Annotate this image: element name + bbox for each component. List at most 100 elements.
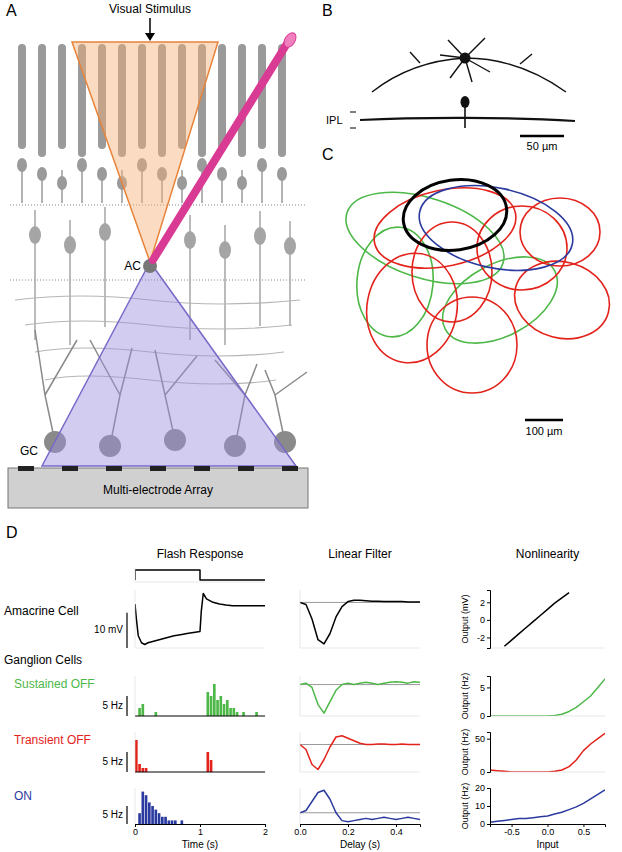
bar [174, 820, 177, 824]
grid-line [300, 812, 420, 813]
photoreceptor [18, 44, 26, 149]
bar [242, 824, 245, 825]
plot-area [135, 740, 212, 772]
bar [229, 824, 232, 825]
tick: 0.5 [578, 824, 591, 837]
axis-line [300, 732, 301, 772]
chart: 5 Hz [102, 676, 265, 716]
array-pad [62, 466, 78, 471]
tick-mark [487, 824, 490, 825]
label: GC [20, 444, 38, 458]
scale-bar [520, 135, 564, 138]
bar [203, 824, 206, 825]
tick: 0 [480, 767, 490, 777]
chart: 0 50 Output (Hz) [460, 729, 605, 778]
photoreceptor-axon [21, 170, 23, 203]
bar [213, 824, 216, 825]
bar [138, 813, 141, 824]
tick-label: 2 [263, 827, 268, 837]
array-pad [106, 466, 122, 471]
bar [239, 824, 242, 825]
plot-area [135, 570, 265, 580]
axis-title: Output (Hz) [460, 673, 470, 720]
photoreceptor-soma [17, 158, 27, 172]
bar [155, 810, 158, 824]
bar [190, 824, 193, 825]
scale-bar [126, 696, 127, 716]
bar [135, 740, 138, 772]
receptive-field [399, 173, 512, 257]
bar [242, 712, 245, 716]
bar [151, 806, 154, 824]
data-line [300, 790, 420, 822]
axis-title: Input [536, 839, 558, 850]
photoreceptor [38, 44, 46, 157]
tick-label: 50 [475, 734, 485, 744]
tick: 2 [263, 824, 268, 837]
bar [259, 824, 262, 825]
photoreceptor-axon [61, 170, 63, 203]
y-axis: 0 50 [475, 733, 491, 778]
row-label: Amacrine Cell [4, 604, 79, 618]
y-axis: 05 [480, 677, 491, 722]
axis-line [135, 582, 265, 583]
tick-label: 2 [480, 598, 485, 608]
soma [460, 53, 471, 64]
row-label: ON [14, 789, 32, 803]
bar [210, 824, 213, 825]
x-axis: 0.00.20.4 [294, 824, 420, 837]
scale-bar [525, 419, 563, 422]
bar [161, 817, 164, 824]
stimulus-arrowhead [145, 33, 155, 41]
panel-letter: D [6, 524, 18, 541]
photoreceptor-soma [77, 158, 87, 172]
photoreceptor [238, 44, 246, 157]
panel-letter: C [322, 146, 334, 163]
tick-mark [487, 788, 490, 789]
chart: 5 Hz [102, 732, 265, 772]
electrode-array [8, 468, 308, 508]
scale-bar [126, 613, 127, 648]
plot-area [490, 790, 605, 822]
bar [233, 708, 236, 716]
axis-line [300, 590, 301, 648]
tick: 0.0 [294, 824, 307, 837]
tick-label: 10 [475, 801, 485, 811]
bar [255, 824, 258, 825]
tick-label: 0.0 [542, 827, 555, 837]
tick-mark [487, 602, 490, 603]
photoreceptor-axon [241, 170, 243, 203]
group-label: Ganglion Cells [4, 653, 82, 667]
scale-label: 100 µm [526, 425, 563, 437]
x-axis: -0.50.00.5 [491, 824, 606, 837]
chart [300, 590, 420, 648]
label: Visual Stimulus [109, 2, 191, 16]
tick-label: 0 [480, 711, 485, 721]
electrode [153, 42, 288, 260]
axis-line [135, 716, 265, 717]
photoreceptor-axon [261, 170, 263, 203]
bar [252, 824, 255, 825]
axis-line [487, 591, 491, 649]
figure-canvas: ABCDVisual StimulusACGCMulti-electrode A… [0, 0, 622, 852]
bar [216, 824, 219, 825]
receptive-field [520, 198, 600, 266]
photoreceptor [218, 44, 226, 149]
data-line [300, 682, 420, 713]
bar [213, 684, 216, 716]
bar [187, 824, 190, 825]
tick-mark [487, 716, 490, 717]
row-label: Transient OFF [14, 733, 91, 747]
bar [138, 708, 141, 716]
photoreceptor-axon [221, 170, 223, 203]
axis-title: Output (Hz) [460, 729, 470, 776]
tick: 0 [480, 819, 490, 829]
photoreceptor-axon [101, 170, 103, 203]
photoreceptor-axon [281, 170, 283, 203]
plot-area [504, 593, 569, 647]
axis-line [135, 788, 136, 824]
axis-line [300, 716, 420, 717]
tick: 0 [133, 824, 138, 837]
data-line [490, 790, 605, 822]
bar [194, 824, 197, 825]
